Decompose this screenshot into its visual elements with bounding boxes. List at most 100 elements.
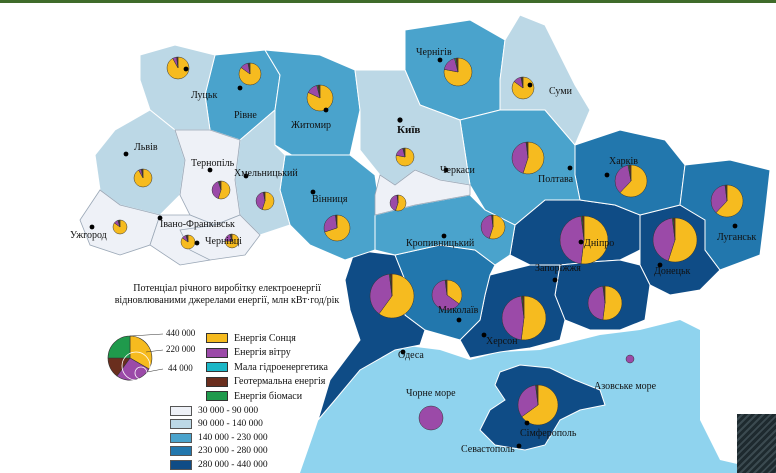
city-label-zaporizhzhia: Запоріжжя (535, 263, 581, 274)
pie-rivne-geo (248, 62, 251, 75)
pie-ternopil-wind (211, 181, 222, 199)
legend-class-label: 280 000 - 440 000 (198, 459, 268, 470)
city-label-kropyvnytskyi: Кропивницький (406, 238, 475, 249)
pie-chernihiv-solar (443, 57, 473, 87)
legend-label: Енергія Сонця (234, 332, 296, 344)
pie-khmelnytskyi-wind (255, 191, 266, 210)
legend-pie-bio (107, 335, 131, 359)
city-label-uzhhorod: Ужгород (70, 230, 107, 241)
scale-value: 440 000 (166, 328, 196, 338)
city-dot-cherkasy (443, 167, 449, 173)
pie-azov-wind-wind (625, 354, 635, 364)
top-border (0, 0, 776, 3)
legend-item-hydro: Мала гідроенергетика (206, 360, 328, 375)
swatch (170, 446, 192, 457)
legend-item-wind: Енергія вітру (206, 346, 328, 361)
city-label-kharkiv: Харків (609, 156, 638, 167)
pie-vinnytsia-geo (335, 214, 338, 229)
pie-dnipro-wind (559, 215, 585, 265)
city-dot-ivano (157, 215, 163, 221)
city-label-ternopil: Тернопіль (191, 158, 235, 169)
swatch (206, 333, 228, 344)
pie-khmelnytskyi-geo (263, 191, 266, 202)
city-label-chernihiv: Чернігів (416, 47, 452, 58)
city-dot-ternopil (207, 167, 213, 173)
city-dot-kropyvnytskyi (441, 233, 447, 239)
pie-mykolaiv-geo (445, 279, 448, 296)
pie-kharkiv-geo (628, 164, 632, 182)
city-dot-chernihiv (437, 57, 443, 63)
city-dot-kyiv (397, 117, 403, 123)
pie-donetsk-solar (667, 217, 698, 263)
city-dot-donetsk (657, 262, 663, 268)
legend-label: Мала гідроенергетика (234, 361, 328, 373)
legend-label: Геотермальна енергія (234, 376, 326, 388)
city-label-chernivtsi: Чернівці (205, 236, 242, 247)
pie-chernihiv-geo (455, 57, 459, 73)
pie-kropyvnytskyi-geo (491, 214, 494, 228)
legend-label: Енергія вітру (234, 347, 291, 359)
city-label-simferopol: Сімферополь (520, 428, 577, 439)
region-sumy (499, 14, 591, 146)
city-label-sumy: Суми (549, 86, 573, 97)
pie-zaporizhzhia-geo (603, 285, 606, 304)
city-label-zhytomyr: Житомир (291, 120, 331, 131)
city-dot-simferopol (524, 420, 530, 426)
swatch (206, 376, 228, 387)
city-dot-rivne (237, 85, 243, 91)
legend-item-bio: Енергія біомаси (206, 389, 328, 404)
pie-crimea-wind (517, 384, 539, 418)
pie-ivano-geo (186, 234, 189, 243)
pie-dnipro-geo (581, 215, 585, 241)
legend-class-label: 140 000 - 230 000 (198, 432, 268, 443)
city-label-kherson: Херсон (486, 336, 518, 347)
swatch (170, 459, 192, 470)
swatch (206, 391, 228, 402)
legend-item-geo: Геотермальна енергія (206, 375, 328, 390)
pie-luhansk-solar (715, 184, 744, 218)
legend-leader-440000 (129, 333, 164, 337)
pie-zhytomyr-geo (317, 84, 321, 99)
black-sea-label: Чорне море (406, 388, 456, 399)
pie-mykolaiv-wind (431, 279, 460, 311)
pie-dnipro-solar (580, 215, 609, 265)
city-dot-sumy (527, 82, 533, 88)
city-markers (89, 57, 738, 449)
pie-poltava-solar (522, 141, 545, 175)
region-chernivtsi (179, 214, 261, 261)
pie-kropyvnytskyi-wind (480, 214, 494, 239)
city-dot-lutsk (183, 66, 189, 72)
pie-black-sea-wind-wind (418, 405, 444, 431)
city-label-ivano: Івано-Франківськ (160, 219, 235, 230)
energy-pie-charts (112, 56, 744, 431)
pie-ternopil-geo (219, 180, 222, 191)
swatch (170, 405, 192, 416)
legend-item-solar: Енергія Сонця (206, 331, 328, 346)
city-label-khmelnytskyi: Хмельницький (234, 168, 298, 179)
legend-class: 30 000 - 90 000 (170, 404, 268, 418)
city-dot-zhytomyr (323, 107, 329, 113)
city-label-rivne: Рівне (234, 110, 257, 121)
pie-donetsk-geo (673, 217, 676, 241)
city-dot-zaporizhzhia (552, 277, 558, 283)
city-dot-odesa (400, 349, 406, 355)
pie-mykolaiv-solar (446, 279, 463, 305)
city-label-donetsk: Донецьк (654, 266, 691, 277)
scale-value: 220 000 (166, 344, 196, 354)
city-dot-kharkiv (604, 172, 610, 178)
pie-kherson-wind (501, 295, 525, 341)
pie-kharkiv-solar (619, 164, 648, 198)
legend-class: 90 000 - 140 000 (170, 418, 268, 432)
city-label-sevastopol: Севастополь (461, 444, 515, 455)
legend-title: Потенціал річного виробітку електроенерг… (114, 283, 340, 306)
pie-kyiv-geo (403, 147, 406, 158)
pie-chernivtsi-geo (230, 233, 233, 242)
city-dot-kherson (481, 332, 487, 338)
scale-value: 44 000 (168, 363, 193, 373)
legend-circle-220000 (121, 351, 151, 381)
city-dot-khmelnytskyi (243, 173, 249, 179)
city-label-odesa: Одеса (398, 350, 424, 361)
pie-lviv-solar (133, 168, 153, 188)
city-label-kyiv: Київ (397, 124, 420, 136)
